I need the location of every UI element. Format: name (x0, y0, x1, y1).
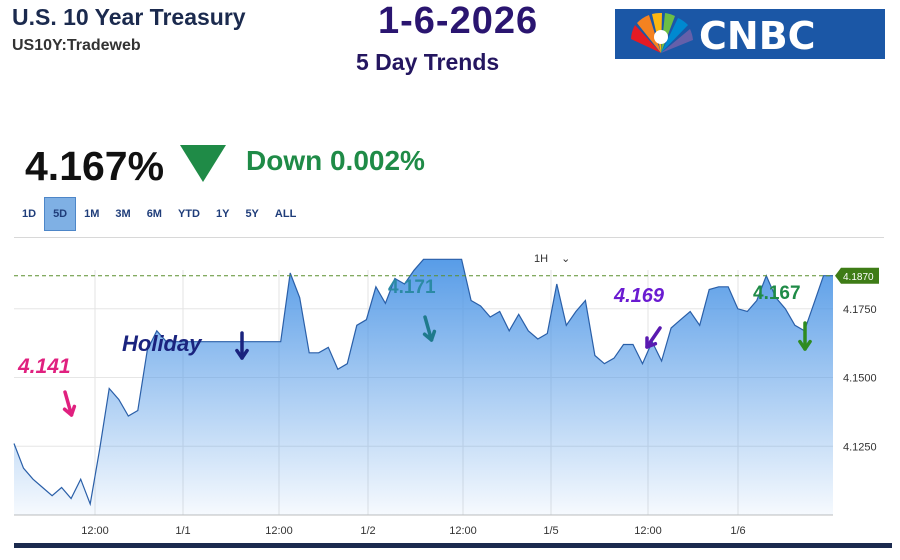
range-selector: 1D 5D 1M 3M 6M YTD 1Y 5Y ALL (14, 196, 304, 232)
y-axis: 4.1250 4.1500 4.1750 (843, 304, 877, 454)
annotation-arrowhead-icon (62, 404, 77, 417)
x-tick-label: 1/1 (175, 525, 190, 537)
chart-divider (14, 237, 884, 238)
x-tick-label: 1/2 (360, 525, 375, 537)
x-tick-label: 1/5 (543, 525, 558, 537)
annotation-arrowhead-icon (235, 348, 249, 360)
annotation-label: 4.171 (388, 277, 436, 298)
range-tab-3m[interactable]: 3M (115, 208, 131, 220)
date-heading: 1-6-2026 (378, 0, 539, 42)
annotation-arrow-icon (645, 326, 662, 349)
logo-text: CNBC (699, 14, 816, 58)
page-title: U.S. 10 Year Treasury (12, 4, 246, 30)
x-tick-label: 12:00 (449, 525, 477, 537)
annotation-arrowhead-icon (645, 336, 658, 349)
price-area (14, 259, 833, 515)
range-tab-ytd[interactable]: YTD (177, 208, 200, 220)
price-value: 4.167% (25, 143, 165, 189)
y-tick-label: 4.1250 (843, 441, 877, 453)
range-tab-1d[interactable]: 1D (22, 208, 37, 220)
annotations: 4.141 Holiday 4.171 4.169 4.167 (17, 277, 812, 417)
range-tab-all[interactable]: ALL (274, 208, 297, 220)
range-tab-5y[interactable]: 5Y (245, 208, 259, 220)
annotation-label: 4.141 (17, 355, 71, 378)
symbol-label: US10Y:Tradeweb (12, 37, 141, 54)
reference-label: 4.1870 (843, 272, 874, 283)
annotation-label: 4.167 (753, 283, 801, 304)
reference-tag: 4.1870 (835, 267, 879, 284)
annotation-arrow-icon (63, 390, 74, 417)
x-tick-label: 12:00 (265, 525, 293, 537)
y-tick-label: 4.1500 (843, 373, 877, 385)
x-tick-label: 12:00 (634, 525, 662, 537)
annotation-arrowhead-icon (422, 329, 437, 342)
down-triangle-icon (180, 145, 226, 188)
bottom-rule (14, 543, 892, 548)
range-tab-1m[interactable]: 1M (84, 208, 100, 220)
subtitle: 5 Day Trends (356, 49, 500, 75)
chevron-down-icon: ⌄ (561, 253, 571, 265)
x-tick-label: 12:00 (81, 525, 109, 537)
peacock-icon: CNBC (631, 12, 816, 58)
range-tab-5d[interactable]: 5D (44, 197, 77, 231)
annotation-arrowhead-icon (798, 339, 812, 351)
range-tab-6m[interactable]: 6M (146, 208, 162, 220)
x-tick-label: 1/6 (730, 525, 745, 537)
price-line (13, 258, 833, 507)
change-value: Down 0.002% (246, 145, 425, 176)
cnbc-logo: CNBC (615, 9, 885, 59)
interval-dropdown[interactable]: 1H ⌄ (534, 252, 570, 265)
annotation-label: Holiday (122, 331, 203, 356)
x-axis: 12:00 1/1 12:00 1/2 12:00 1/5 12:00 1/6 (81, 525, 745, 537)
interval-label: 1H (534, 253, 549, 265)
y-tick-label: 4.1750 (843, 304, 877, 316)
range-tab-1y[interactable]: 1Y (215, 208, 230, 220)
annotation-label: 4.169 (613, 285, 665, 307)
annotation-arrow-icon (423, 315, 434, 342)
